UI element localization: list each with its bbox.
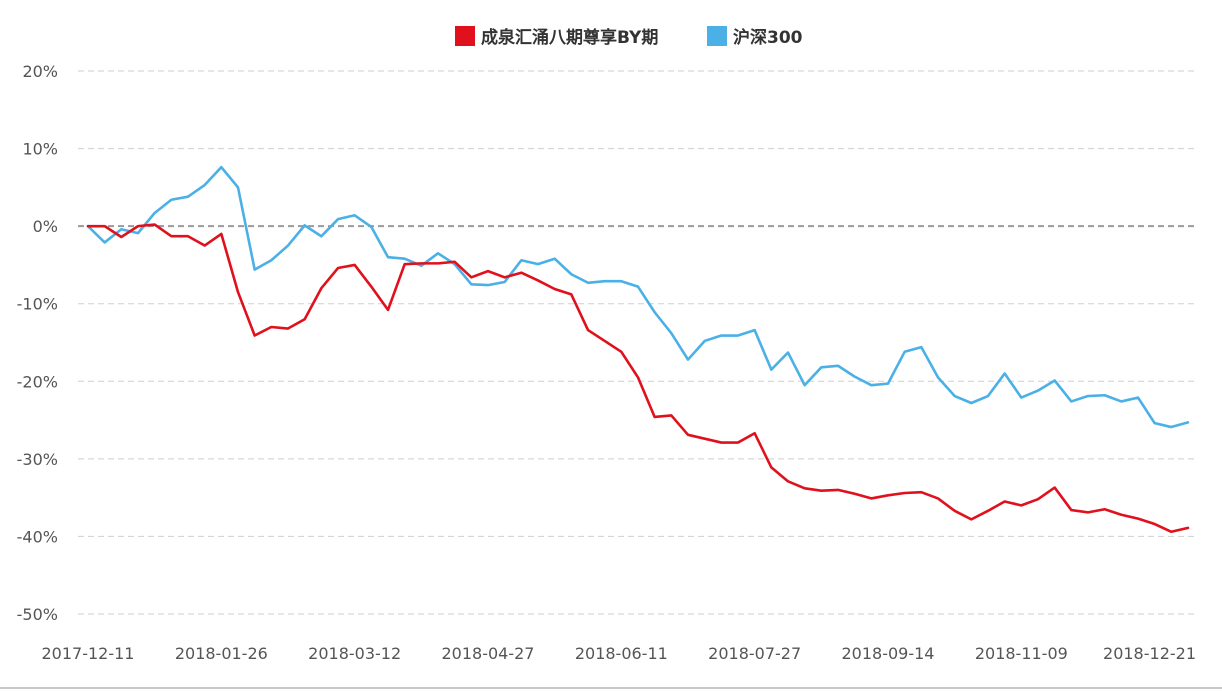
legend-label: 沪深300 [733,27,803,48]
series-line-fund [86,223,1190,534]
series-lines [86,165,1190,534]
legend-item-csi300[interactable]: 沪深300 [707,26,803,48]
x-tick-label: 2018-11-09 [975,644,1068,663]
legend-swatch [455,26,475,46]
y-tick-label: -20% [17,372,58,391]
y-tick-label: -30% [17,450,58,469]
x-tick-label: 2018-12-21 [1103,644,1196,663]
x-tick-label: 2018-01-26 [175,644,268,663]
legend: 成泉汇涌八期尊享BY期 沪深300 [455,26,803,48]
x-tick-label: 2018-06-11 [575,644,668,663]
y-tick-label: 20% [22,62,58,81]
x-tick-label: 2018-03-12 [308,644,401,663]
legend-label: 成泉汇涌八期尊享BY期 [481,27,658,48]
legend-item-fund[interactable]: 成泉汇涌八期尊享BY期 [455,26,658,48]
series-line-csi300 [86,165,1190,429]
y-axis: 20% 10% 0% -10% -20% -30% -40% -50% [17,62,58,624]
y-tick-label: -10% [17,295,58,314]
legend-swatch [707,26,727,46]
x-tick-label: 2018-04-27 [442,644,535,663]
y-tick-label: -40% [17,527,58,546]
y-tick-label: -50% [17,605,58,624]
grid-lines [78,70,1197,615]
y-tick-label: 0% [33,217,58,236]
x-tick-label: 2017-12-11 [42,644,135,663]
x-axis: 2017-12-11 2018-01-26 2018-03-12 2018-04-27… [42,644,1196,663]
y-tick-label: 10% [22,140,58,159]
x-tick-label: 2018-07-27 [708,644,801,663]
x-tick-label: 2018-09-14 [842,644,935,663]
